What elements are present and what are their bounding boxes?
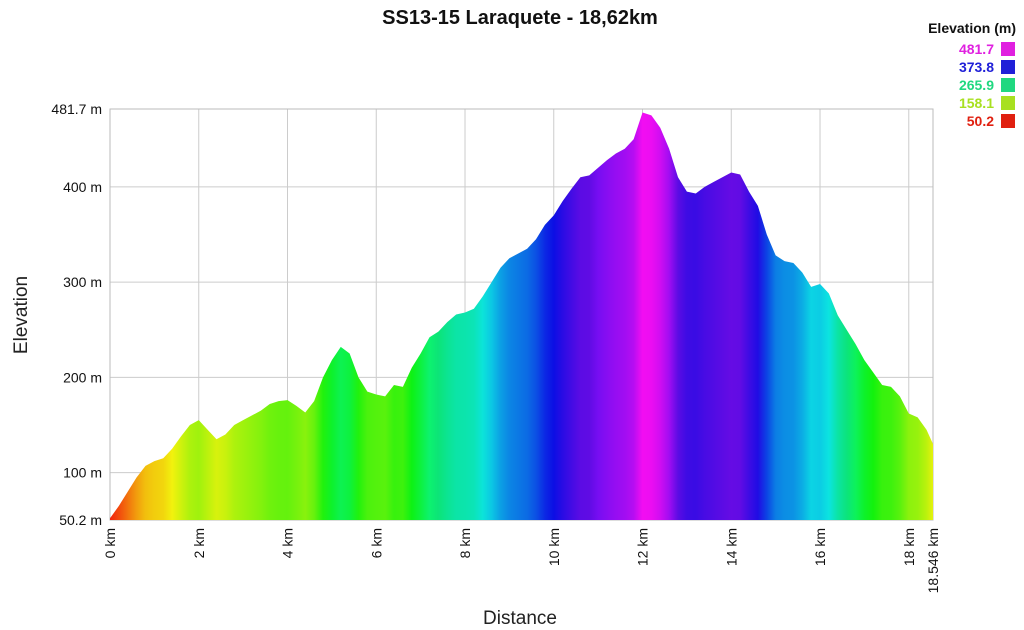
legend-value: 50.2 bbox=[967, 113, 994, 129]
y-tick-label: 200 m bbox=[63, 369, 102, 385]
legend-swatch bbox=[1001, 78, 1015, 92]
x-tick-label: 8 km bbox=[457, 528, 473, 558]
chart-title: SS13-15 Laraquete - 18,62km bbox=[382, 7, 658, 29]
x-axis-label: Distance bbox=[483, 608, 557, 629]
y-tick-label: 481.7 m bbox=[51, 101, 102, 117]
legend-swatch bbox=[1001, 60, 1015, 74]
legend: Elevation (m) 481.7 373.8 265.9 158.1 50.2 bbox=[928, 20, 1016, 129]
x-tick-label: 16 km bbox=[812, 528, 828, 566]
y-tick-label: 50.2 m bbox=[59, 512, 102, 528]
y-tick-label: 100 m bbox=[63, 465, 102, 481]
y-axis-ticks: 50.2 m 100 m 200 m 300 m 400 m 481.7 m bbox=[51, 101, 102, 528]
x-tick-label: 4 km bbox=[280, 528, 296, 558]
x-tick-label: 12 km bbox=[635, 528, 651, 566]
legend-value: 481.7 bbox=[959, 41, 994, 57]
x-tick-label: 18 km bbox=[901, 528, 917, 566]
x-tick-label: 6 km bbox=[368, 528, 384, 558]
legend-title: Elevation (m) bbox=[928, 20, 1016, 36]
x-tick-label: 18.546 km bbox=[925, 528, 941, 593]
x-tick-label: 14 km bbox=[723, 528, 739, 566]
legend-swatch bbox=[1001, 96, 1015, 110]
x-tick-label: 10 km bbox=[546, 528, 562, 566]
legend-swatch bbox=[1001, 42, 1015, 56]
x-tick-label: 2 km bbox=[191, 528, 207, 558]
y-tick-label: 400 m bbox=[63, 179, 102, 195]
legend-value: 373.8 bbox=[959, 59, 994, 75]
legend-swatch bbox=[1001, 114, 1015, 128]
elevation-area bbox=[110, 112, 933, 520]
legend-value: 265.9 bbox=[959, 77, 994, 93]
y-axis-label: Elevation bbox=[11, 276, 32, 354]
x-axis-ticks: 0 km 2 km 4 km 6 km 8 km 10 km 12 km 14 km 16 km… bbox=[102, 528, 941, 593]
x-tick-label: 0 km bbox=[102, 528, 118, 558]
legend-value: 158.1 bbox=[959, 95, 994, 111]
y-tick-label: 300 m bbox=[63, 274, 102, 290]
